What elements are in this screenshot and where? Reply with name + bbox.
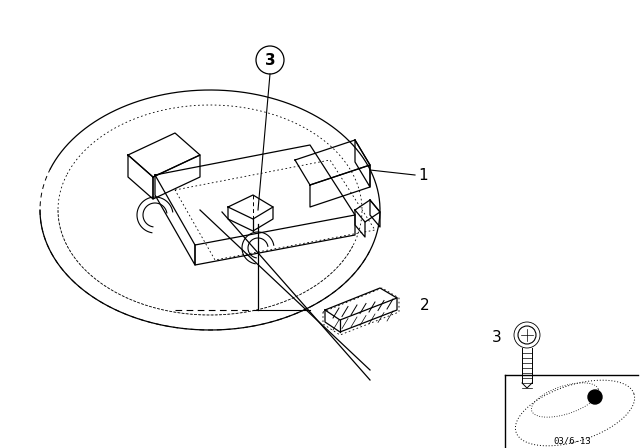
Text: 2: 2	[420, 297, 429, 313]
Text: 1: 1	[418, 168, 428, 182]
Text: 3: 3	[492, 329, 502, 345]
Circle shape	[588, 390, 602, 404]
Text: 3: 3	[265, 52, 275, 68]
Text: 03/6-13: 03/6-13	[553, 436, 591, 445]
